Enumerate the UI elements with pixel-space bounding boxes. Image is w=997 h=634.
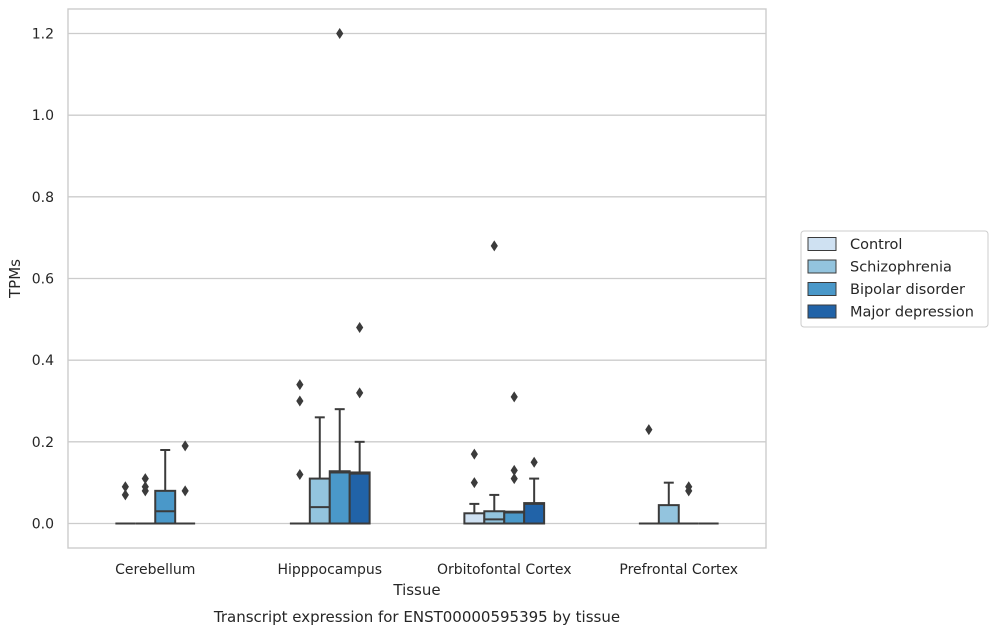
y-tick-label: 0.4	[32, 353, 54, 369]
box-groups	[115, 28, 719, 525]
x-axis-title: Tissue	[392, 581, 440, 599]
legend-label: Control	[850, 237, 902, 253]
box-body	[154, 489, 177, 525]
box-body	[523, 502, 546, 525]
y-axis-title: TPMs	[6, 259, 24, 299]
chart-title: Transcript expression for ENST0000059539…	[213, 608, 620, 626]
outlier-point	[296, 379, 304, 391]
x-tick-label: Orbitofontal Cortex	[437, 562, 572, 578]
box-major-depression	[348, 322, 371, 525]
legend-swatch	[807, 237, 837, 251]
outlier-point	[685, 481, 693, 493]
plot-frame	[67, 8, 767, 549]
outlier-point	[121, 489, 129, 501]
outlier-point	[356, 322, 364, 333]
box-body	[483, 510, 506, 525]
box-schizophrenia	[135, 473, 156, 525]
outlier-point	[490, 240, 498, 252]
outlier-point	[181, 440, 189, 452]
outlier-point	[530, 456, 538, 468]
box-body	[463, 512, 486, 525]
box-body	[348, 471, 371, 525]
legend-swatch	[807, 282, 837, 296]
outlier-point	[181, 485, 189, 497]
y-tick-label: 0.6	[32, 272, 54, 288]
box-bipolar-disorder	[503, 391, 526, 525]
x-tick-label: Prefrontal Cortex	[619, 562, 738, 578]
box-control	[115, 481, 136, 525]
outlier-point	[510, 473, 518, 485]
outlier-point	[470, 477, 478, 489]
x-tick-label: Hipppocampus	[277, 562, 382, 578]
outlier-point	[336, 28, 344, 39]
legend-swatch	[807, 304, 837, 319]
y-tick-label: 0.2	[32, 435, 54, 451]
outlier-point	[141, 473, 149, 485]
legend-label: Bipolar disorder	[850, 282, 965, 298]
box-control	[289, 379, 310, 525]
box-bipolar-disorder	[678, 481, 699, 525]
outlier-point	[141, 481, 149, 493]
box-major-depression	[523, 456, 546, 525]
outlier-point	[470, 448, 478, 460]
box-body	[308, 477, 331, 525]
box-control	[638, 424, 659, 525]
outlier-point	[645, 424, 653, 436]
legend-frame	[800, 230, 989, 328]
y-tick-label: 0.8	[32, 190, 54, 206]
legend-swatch	[807, 259, 837, 274]
box-schizophrenia	[483, 240, 506, 525]
legend: Control Schizophrenia Bipolar disorder Majo…	[800, 230, 989, 328]
outlier-point	[356, 387, 364, 399]
box-control	[463, 448, 486, 525]
outlier-point	[296, 395, 304, 407]
gridlines	[68, 32, 766, 525]
box-major-depression	[175, 440, 196, 525]
outlier-point	[510, 391, 518, 403]
box-schizophrenia	[657, 481, 680, 525]
y-tick-label: 1.2	[32, 27, 54, 43]
legend-label: Schizophrenia	[850, 260, 952, 276]
outlier-point	[510, 464, 518, 476]
box-schizophrenia	[308, 416, 331, 525]
box-body	[657, 504, 680, 525]
y-tick-label: 0.0	[32, 517, 54, 533]
x-axis-ticks: Cerebellum Hipppocampus Orbitofontal Corte…	[115, 562, 738, 578]
box-bipolar-disorder	[154, 449, 177, 525]
box-body	[328, 470, 351, 525]
outlier-point	[121, 481, 129, 493]
y-tick-label: 1.0	[32, 108, 54, 124]
y-axis-ticks: 0.0 0.2 0.4 0.6 0.8 1.0 1.2	[32, 27, 54, 533]
box-bipolar-disorder	[328, 28, 351, 525]
legend-label: Major depression	[850, 305, 974, 321]
outlier-point	[296, 469, 304, 480]
x-tick-label: Cerebellum	[115, 562, 195, 578]
